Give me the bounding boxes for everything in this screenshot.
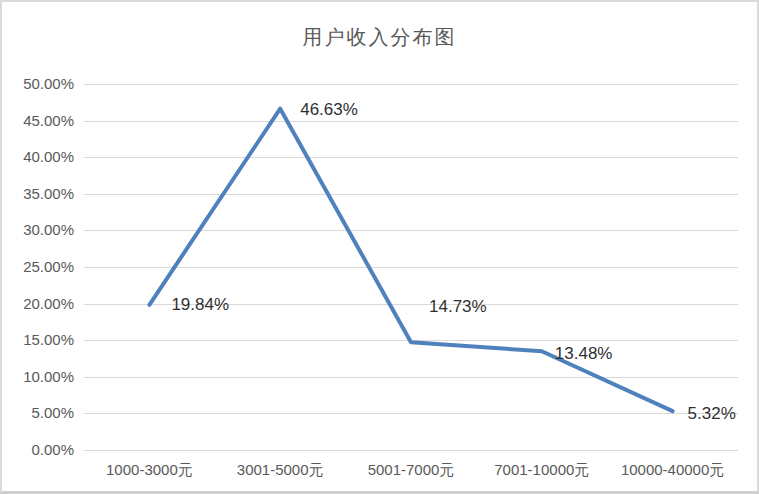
y-axis-tick-label: 50.00% xyxy=(2,75,74,93)
x-axis-tick-label: 10000-40000元 xyxy=(605,461,741,479)
data-point-label: 13.48% xyxy=(555,344,613,364)
y-axis-tick-label: 25.00% xyxy=(2,258,74,276)
data-point-label: 14.73% xyxy=(429,297,487,317)
y-axis-tick-label: 35.00% xyxy=(2,185,74,203)
y-axis-tick-label: 10.00% xyxy=(2,368,74,386)
x-axis-tick-label: 1000-3000元 xyxy=(81,461,217,479)
series-line xyxy=(149,109,672,411)
y-axis-tick-label: 45.00% xyxy=(2,112,74,130)
x-axis-tick-label: 7001-10000元 xyxy=(474,461,610,479)
chart-frame: 用户收入分布图 50.00%45.00%40.00%35.00%30.00%25… xyxy=(0,0,759,494)
x-axis-tick-label: 3001-5000元 xyxy=(212,461,348,479)
y-axis-tick-label: 5.00% xyxy=(2,404,74,422)
line-chart-plot-area xyxy=(2,2,759,494)
y-axis-tick-label: 15.00% xyxy=(2,331,74,349)
y-axis-tick-label: 0.00% xyxy=(2,441,74,459)
y-axis-tick-label: 40.00% xyxy=(2,148,74,166)
x-axis-tick-label: 5001-7000元 xyxy=(343,461,479,479)
data-point-label: 46.63% xyxy=(300,100,358,120)
y-axis-tick-label: 30.00% xyxy=(2,221,74,239)
data-point-label: 19.84% xyxy=(171,295,229,315)
data-point-label: 5.32% xyxy=(688,404,736,424)
y-axis-tick-label: 20.00% xyxy=(2,295,74,313)
